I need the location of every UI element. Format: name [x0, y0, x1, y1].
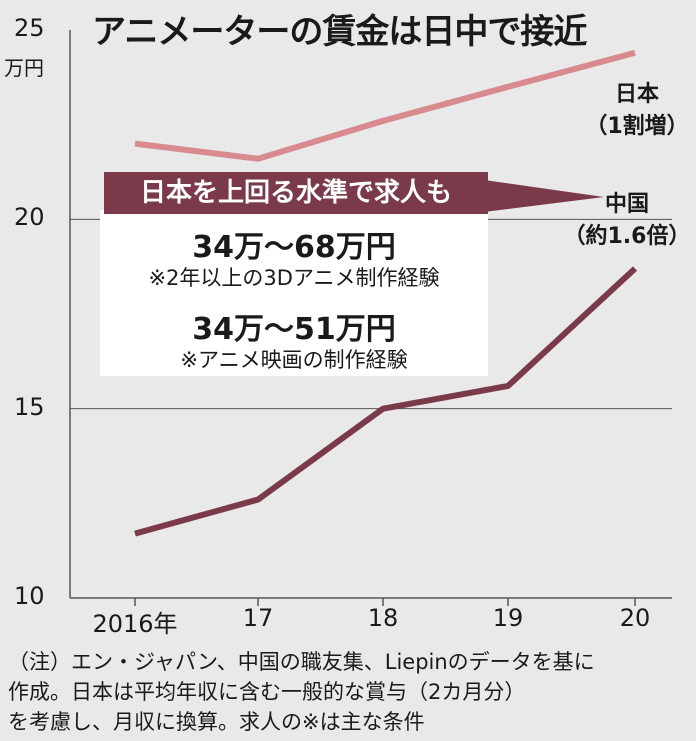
callout-header: 日本を上回る水準で求人も [104, 172, 488, 214]
chart-title: アニメーターの賃金は日中で接近 [92, 12, 587, 52]
series-name-china: 中国 [604, 192, 649, 217]
series-label-japan: 日本 （1割増） [582, 76, 692, 140]
y-axis-unit: 万円 [4, 56, 44, 80]
callout-condition-2: ※アニメ映画の制作経験 [180, 348, 408, 372]
callout-condition-1: ※2年以上の3Dアニメ制作経験 [148, 266, 440, 290]
series-line-china [134, 266, 638, 537]
x-tick-label: 19 [492, 604, 524, 632]
callout-box [100, 210, 488, 376]
y-tick-label: 25 [14, 14, 45, 42]
callout-range-1: 34万～68万円 [192, 230, 396, 265]
series-label-china: 中国 （約1.6倍） [560, 186, 694, 250]
series-line-japan [134, 49, 636, 162]
callout-range-2: 34万～51万円 [192, 312, 396, 347]
x-tick-label: 18 [367, 604, 399, 632]
footnote-line-3: を考慮し、月収に換算。求人の※は主な条件 [8, 710, 425, 734]
x-tick-label: 2016年 [92, 610, 178, 638]
x-tick-label: 17 [242, 604, 274, 632]
y-tick-label: 10 [14, 582, 45, 610]
series-note-china: （約1.6倍） [563, 224, 691, 249]
footnote-line-1: （注）エン・ジャパン、中国の職友集、Liepinのデータを基に [8, 650, 595, 674]
series-name-japan: 日本 [614, 82, 659, 107]
callout-pointer [484, 180, 604, 212]
y-tick-label: 15 [14, 392, 45, 421]
footnote-line-2: 作成。日本は平均年収に含む一般的な賞与（2カ月分） [8, 680, 526, 704]
x-tick-label: 20 [619, 604, 651, 632]
y-tick-label: 20 [14, 203, 45, 232]
series-note-japan: （1割増） [585, 114, 689, 139]
